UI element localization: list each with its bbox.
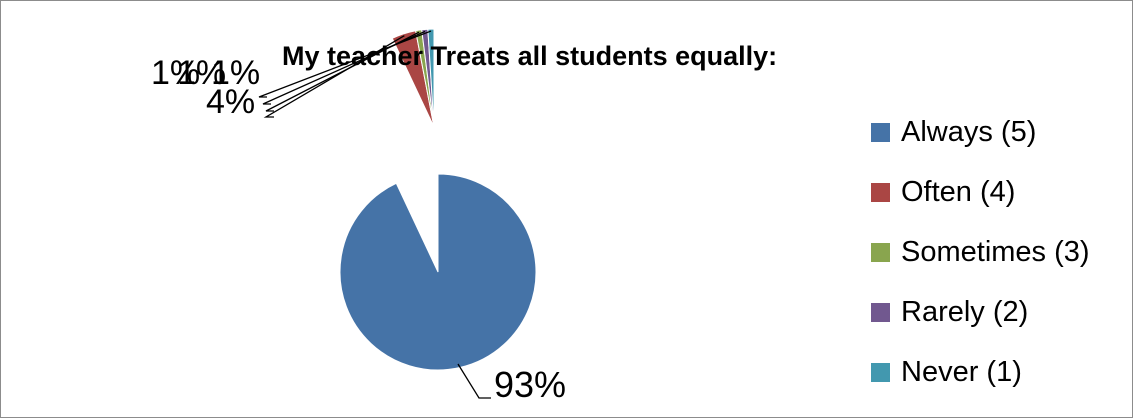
legend-label: Never (1) <box>901 355 1022 388</box>
pie-slice-always <box>339 173 537 371</box>
leader-line-rarely <box>262 30 426 105</box>
data-label-rarely: 1% <box>211 54 260 92</box>
legend-item-never: Never (1) <box>871 350 1022 394</box>
legend-label: Rarely (2) <box>901 295 1029 328</box>
legend-swatch <box>871 242 890 262</box>
data-label-often: 4% <box>206 83 255 121</box>
legend-swatch <box>871 362 890 382</box>
legend-label: Often (4) <box>901 175 1016 208</box>
legend-label: Always (5) <box>901 115 1037 148</box>
chart-title: My teacher Treats all students equally: <box>282 41 778 71</box>
leader-line-never <box>258 30 432 98</box>
legend-item-always: Always (5) <box>871 110 1036 154</box>
data-label-sometimes: 1% <box>151 54 200 92</box>
pie-slice-never <box>427 28 435 128</box>
legend-swatch <box>871 302 890 322</box>
legend-item-often: Often (4) <box>871 170 1015 214</box>
data-label-always: 93% <box>494 364 566 405</box>
legend-label: Sometimes (3) <box>901 235 1090 268</box>
legend-swatch <box>871 182 890 202</box>
legend-item-sometimes: Sometimes (3) <box>871 230 1090 274</box>
leader-line-always <box>457 363 491 399</box>
data-label-never: 1% <box>177 54 226 92</box>
leader-line-sometimes <box>265 31 420 112</box>
legend-item-rarely: Rarely (2) <box>871 290 1028 334</box>
legend-swatch <box>871 122 890 142</box>
